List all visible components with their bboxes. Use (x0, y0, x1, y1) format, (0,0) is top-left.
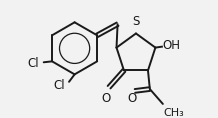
Text: O: O (102, 92, 111, 105)
Text: Cl: Cl (27, 57, 39, 70)
Text: CH₃: CH₃ (164, 108, 184, 118)
Text: OH: OH (163, 39, 181, 52)
Text: Cl: Cl (54, 79, 65, 92)
Text: O: O (128, 92, 137, 105)
Text: S: S (132, 15, 140, 28)
